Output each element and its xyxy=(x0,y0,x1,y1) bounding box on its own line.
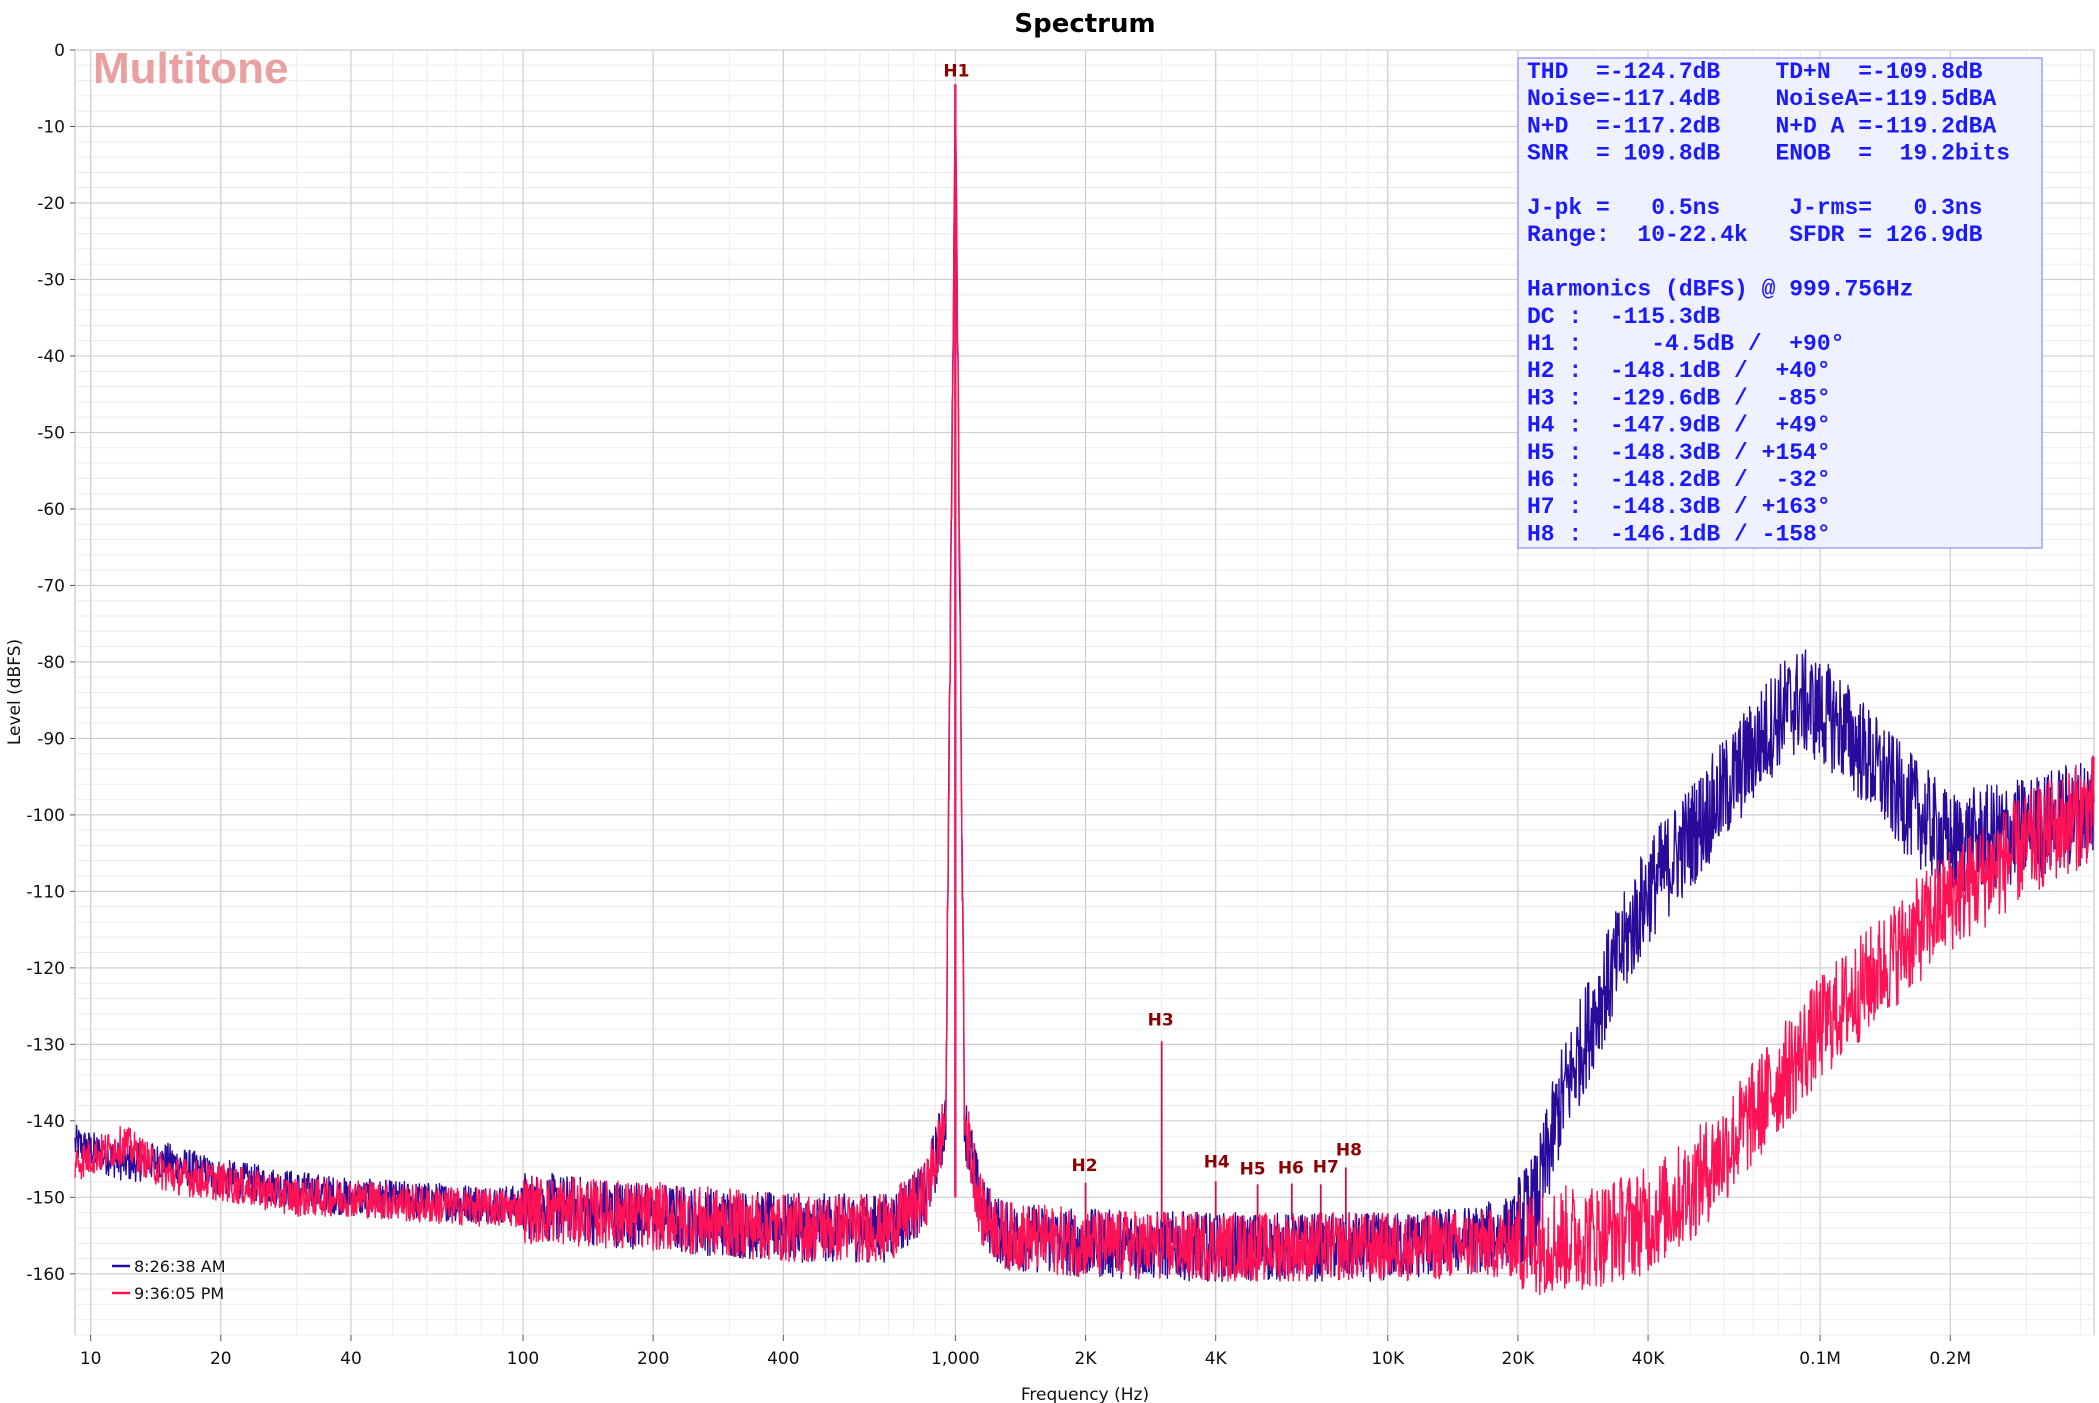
y-tick-label: -150 xyxy=(26,1188,65,1208)
x-tick-label: 40 xyxy=(340,1349,362,1369)
y-tick-label: -60 xyxy=(37,500,65,520)
legend: 8:26:38 AM 9:36:05 PM xyxy=(112,1257,226,1303)
y-tick-label: -140 xyxy=(26,1112,65,1132)
y-tick-label: -110 xyxy=(26,882,65,902)
stats-line: THD =-124.7dB TD+N =-109.8dB xyxy=(1527,59,1983,85)
harmonic-label: H8 xyxy=(1336,1140,1362,1160)
stats-line: H5 : -148.3dB / +154° xyxy=(1527,440,1831,466)
stats-line: DC : -115.3dB xyxy=(1527,304,1720,330)
y-tick-label: -40 xyxy=(37,347,65,367)
y-tick-label: -30 xyxy=(37,270,65,290)
x-tick-label: 2K xyxy=(1075,1349,1098,1369)
y-tick-label: -10 xyxy=(37,117,65,137)
stats-line: H4 : -147.9dB / +49° xyxy=(1527,413,1831,439)
harmonic-label: H1 xyxy=(943,61,969,81)
harmonic-label: H4 xyxy=(1204,1152,1230,1172)
x-tick-label: 0.1M xyxy=(1799,1349,1841,1369)
stats-box-frame xyxy=(1517,57,2043,549)
stats-line: N+D =-117.2dB N+D A =-119.2dBA xyxy=(1527,113,1996,139)
x-tick-label: 10K xyxy=(1371,1349,1405,1369)
stats-line: H2 : -148.1dB / +40° xyxy=(1527,358,1831,384)
harmonic-label: H7 xyxy=(1313,1157,1339,1177)
y-tick-label: -120 xyxy=(26,959,65,979)
stats-line: H7 : -148.3dB / +163° xyxy=(1527,494,1831,520)
stats-line: Range: 10-22.4k SFDR = 126.9dB xyxy=(1527,222,1983,248)
legend-label-series-2: 9:36:05 PM xyxy=(134,1284,224,1303)
legend-label-series-1: 8:26:38 AM xyxy=(134,1257,226,1276)
x-axis-ticks: 10 20 40 100 200 400 1,000 2K 4K 10K 20K 40K 0.1M 0.2… xyxy=(80,1335,1971,1369)
x-tick-label: 4K xyxy=(1205,1349,1228,1369)
stats-line: H3 : -129.6dB / -85° xyxy=(1527,385,1831,411)
y-tick-label: -50 xyxy=(37,423,65,443)
stats-line: Noise=-117.4dB NoiseA=-119.5dBA xyxy=(1527,86,1996,112)
x-tick-label: 0.2M xyxy=(1929,1349,1971,1369)
x-tick-label: 40K xyxy=(1632,1349,1666,1369)
y-tick-label: -70 xyxy=(37,576,65,596)
stats-line: H1 : -4.5dB / +90° xyxy=(1527,331,1844,357)
harmonic-label: H5 xyxy=(1240,1159,1266,1179)
stats-line: Harmonics (dBFS) @ 999.756Hz xyxy=(1527,277,1913,303)
stats-line: SNR = 109.8dB ENOB = 19.2bits xyxy=(1527,141,2010,167)
x-tick-label: 100 xyxy=(507,1349,539,1369)
x-tick-label: 200 xyxy=(637,1349,669,1369)
stats-box: THD =-124.7dB TD+N =-109.8dBNoise=-117.4… xyxy=(1517,57,2043,549)
y-tick-label: -80 xyxy=(37,653,65,673)
x-tick-label: 400 xyxy=(767,1349,799,1369)
y-tick-label: -90 xyxy=(37,729,65,749)
x-tick-label: 20K xyxy=(1502,1349,1536,1369)
y-axis-ticks: 0 -10 -20 -30 -40 -50 -60 -70 -80 -90 -100 -110 -120… xyxy=(26,41,75,1285)
y-tick-label: -130 xyxy=(26,1035,65,1055)
stats-line: H6 : -148.2dB / -32° xyxy=(1527,467,1831,493)
series-line-2 xyxy=(74,84,2095,1296)
x-tick-label: 20 xyxy=(210,1349,232,1369)
y-tick-label: 0 xyxy=(54,41,65,61)
x-axis-title: Frequency (Hz) xyxy=(1021,1385,1149,1403)
x-tick-label: 1,000 xyxy=(931,1349,980,1369)
y-tick-label: -20 xyxy=(37,194,65,214)
stats-line: H8 : -146.1dB / -158° xyxy=(1527,521,1831,547)
stats-line: J-pk = 0.5ns J-rms= 0.3ns xyxy=(1527,195,1982,221)
y-axis-title: Level (dBFS) xyxy=(5,639,25,745)
harmonic-label: H3 xyxy=(1148,1010,1174,1030)
y-tick-label: -100 xyxy=(26,806,65,826)
y-tick-label: -160 xyxy=(26,1265,65,1285)
x-tick-label: 10 xyxy=(80,1349,102,1369)
plot-series xyxy=(74,84,2095,1296)
chart-title: Spectrum xyxy=(1014,9,1155,39)
harmonic-label: H6 xyxy=(1278,1159,1304,1179)
harmonic-label: H2 xyxy=(1072,1156,1098,1176)
stats-lines: THD =-124.7dB TD+N =-109.8dBNoise=-117.4… xyxy=(1527,59,2010,547)
watermark: Multitone xyxy=(93,44,289,93)
